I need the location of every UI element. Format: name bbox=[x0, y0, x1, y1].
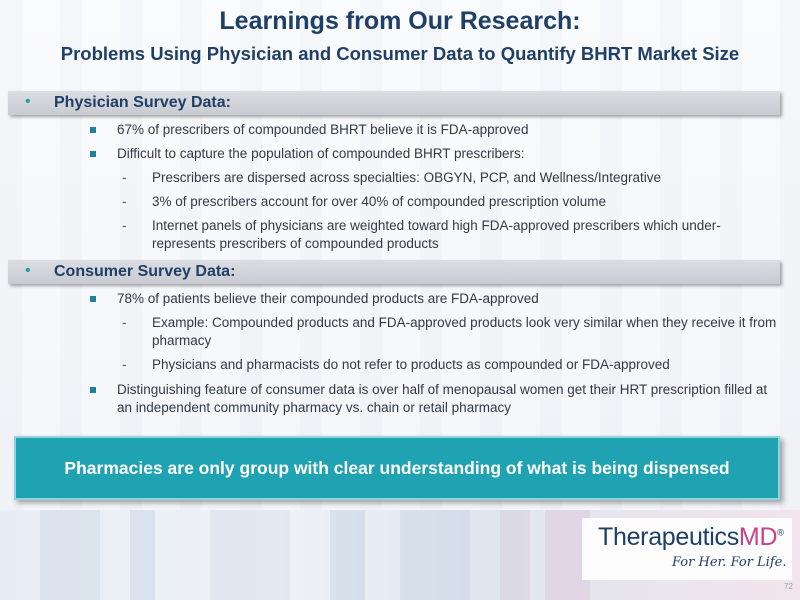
page-number: 72 bbox=[784, 582, 793, 591]
sub-list-item-text: 3% of prescribers account for over 40% o… bbox=[152, 194, 606, 209]
list-item-text: 67% of prescribers of compounded BHRT be… bbox=[117, 122, 529, 137]
section-heading: Physician Survey Data: bbox=[54, 94, 231, 111]
dash-bullet: - bbox=[122, 218, 127, 233]
sub-list-item: - 3% of prescribers account for over 40%… bbox=[122, 193, 782, 211]
sub-list-item: - Example: Compounded products and FDA-a… bbox=[122, 314, 782, 350]
list-item: Distinguishing feature of consumer data … bbox=[90, 381, 777, 417]
square-bullet-icon bbox=[90, 296, 96, 302]
section-heading: Consumer Survey Data: bbox=[54, 263, 236, 280]
sub-list-item-text: Prescribers are dispersed across special… bbox=[152, 170, 661, 185]
list-item: 67% of prescribers of compounded BHRT be… bbox=[90, 121, 777, 139]
logo-suffix: MD bbox=[738, 523, 778, 551]
list-item-text: 78% of patients believe their compounded… bbox=[117, 291, 539, 306]
logo-tagline: For Her. For Life. bbox=[672, 555, 787, 570]
square-bullet-icon bbox=[90, 151, 96, 157]
logo-name: Therapeutics bbox=[598, 523, 739, 551]
company-logo: TherapeuticsMD® bbox=[598, 523, 784, 552]
sub-list-item: - Prescribers are dispersed across speci… bbox=[122, 169, 782, 187]
dash-bullet: - bbox=[122, 194, 127, 209]
sub-list-item: - Internet panels of physicians are weig… bbox=[122, 217, 782, 253]
sub-list-item-text: Example: Compounded products and FDA-app… bbox=[152, 315, 777, 348]
key-takeaway-callout: Pharmacies are only group with clear und… bbox=[14, 436, 780, 500]
dash-bullet: - bbox=[122, 357, 127, 372]
sub-list-item-text: Internet panels of physicians are weight… bbox=[152, 218, 721, 251]
section-header-consumer: • Consumer Survey Data: bbox=[8, 260, 780, 284]
list-item-text: Distinguishing feature of consumer data … bbox=[117, 382, 768, 415]
bullet-icon: • bbox=[25, 262, 31, 279]
slide-subtitle: Problems Using Physician and Consumer Da… bbox=[60, 43, 740, 64]
list-item: 78% of patients believe their compounded… bbox=[90, 290, 777, 308]
sub-list-item: - Physicians and pharmacists do not refe… bbox=[122, 356, 782, 374]
dash-bullet: - bbox=[122, 170, 127, 185]
sub-list-item-text: Physicians and pharmacists do not refer … bbox=[152, 357, 670, 372]
list-item: Difficult to capture the population of c… bbox=[90, 145, 777, 163]
bullet-icon: • bbox=[25, 93, 31, 110]
logo-background bbox=[582, 518, 792, 580]
slide-title: Learnings from Our Research: bbox=[219, 7, 581, 35]
list-item-text: Difficult to capture the population of c… bbox=[117, 146, 525, 161]
dash-bullet: - bbox=[122, 315, 127, 330]
section-header-physician: • Physician Survey Data: bbox=[8, 91, 780, 115]
callout-text: Pharmacies are only group with clear und… bbox=[64, 457, 730, 478]
square-bullet-icon bbox=[90, 127, 96, 133]
registered-mark: ® bbox=[777, 527, 784, 538]
square-bullet-icon bbox=[90, 387, 96, 393]
